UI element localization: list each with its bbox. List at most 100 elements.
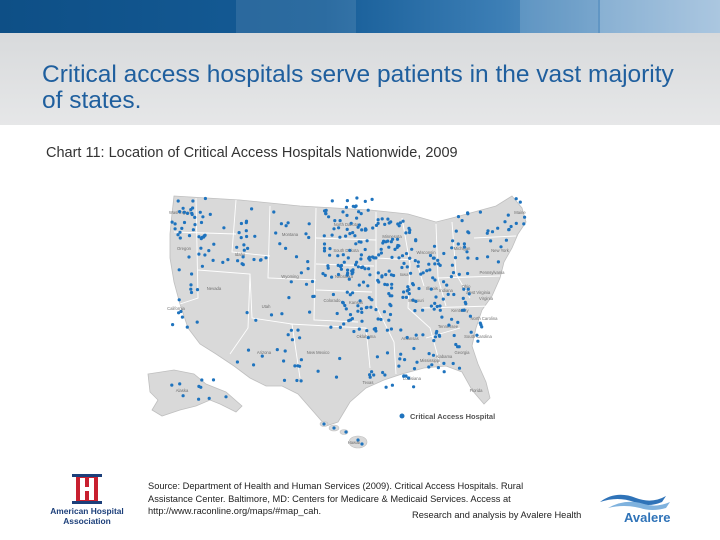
hospital-marker: [365, 329, 369, 333]
hospital-marker: [387, 269, 391, 273]
hospital-marker: [433, 335, 438, 339]
hospital-marker: [438, 334, 442, 338]
hospital-marker: [438, 263, 442, 267]
hospital-marker: [239, 236, 243, 240]
hospital-marker: [212, 242, 216, 246]
hospital-marker: [308, 310, 312, 314]
hospital-marker: [504, 238, 508, 242]
hospital-marker: [404, 295, 408, 299]
hospital-marker: [363, 227, 368, 231]
hospital-marker: [258, 258, 263, 262]
hospital-marker: [294, 255, 299, 259]
hospital-marker: [344, 234, 348, 238]
state-label: Nevada: [207, 286, 222, 291]
hospital-marker: [359, 307, 363, 311]
hospital-marker: [363, 247, 367, 252]
hospital-marker: [345, 199, 349, 203]
hospital-marker: [348, 232, 352, 236]
hospital-marker: [441, 297, 445, 301]
state-label: California: [167, 306, 185, 311]
hospital-marker: [354, 263, 358, 267]
hospital-marker: [185, 211, 190, 215]
hospital-marker: [383, 222, 387, 226]
legend-label: Critical Access Hospital: [410, 412, 495, 421]
hospital-marker: [450, 317, 454, 321]
hospital-marker: [279, 222, 283, 226]
hospital-marker: [454, 342, 458, 347]
hospital-marker: [449, 275, 453, 279]
state-label: South Dakota: [333, 248, 359, 253]
hospital-marker: [384, 385, 388, 389]
hospital-marker: [411, 298, 415, 302]
hospital-marker: [380, 274, 384, 278]
hospital-marker: [499, 245, 503, 249]
hospital-marker: [322, 422, 326, 426]
hospital-marker: [170, 383, 174, 387]
hospital-marker: [518, 200, 522, 204]
hospital-marker: [336, 263, 340, 267]
hospital-marker: [522, 222, 526, 226]
header-band: [0, 0, 720, 33]
hospital-marker: [416, 260, 420, 264]
hospital-marker: [435, 304, 439, 309]
hospital-marker: [361, 280, 366, 284]
hospital-marker: [344, 430, 348, 434]
hospital-marker: [414, 333, 418, 337]
hospital-marker: [363, 267, 367, 271]
hospital-marker: [351, 291, 355, 295]
hospital-marker: [375, 355, 379, 359]
hospital-marker: [246, 246, 250, 250]
hospital-marker: [489, 239, 493, 243]
hospital-marker: [432, 256, 436, 260]
hospital-marker: [355, 260, 359, 264]
avalere-logo: [596, 488, 682, 528]
hospital-marker: [200, 264, 204, 268]
hospital-marker: [350, 317, 354, 321]
state-label: Texas: [363, 380, 374, 385]
hospital-marker: [187, 255, 191, 259]
hospital-marker: [347, 277, 351, 281]
hospital-marker: [344, 205, 348, 209]
hospital-marker: [244, 221, 248, 225]
chart-caption: Chart 11: Location of Critical Access Ho…: [46, 145, 458, 161]
hospital-marker: [456, 320, 460, 324]
hospital-marker: [389, 327, 393, 331]
hospital-marker: [389, 304, 393, 308]
hospital-marker: [237, 231, 241, 235]
slide-title: Critical access hospitals serve patients…: [42, 61, 674, 114]
hospital-marker: [389, 220, 393, 224]
state-label: Georgia: [455, 350, 471, 355]
hospital-marker: [386, 217, 390, 221]
hospital-marker: [284, 224, 288, 228]
hospital-marker: [408, 256, 412, 260]
hospital-marker: [189, 283, 193, 287]
hospital-marker: [398, 221, 402, 225]
hospital-marker: [433, 278, 437, 282]
hospital-marker: [364, 306, 368, 310]
hospital-marker: [235, 245, 239, 249]
hospital-marker: [400, 265, 404, 270]
hospital-marker: [296, 364, 300, 368]
hospital-marker: [370, 197, 374, 201]
hospital-marker: [299, 271, 303, 275]
state-label: Nebraska: [335, 274, 354, 279]
state-label: Florida: [470, 388, 483, 393]
hospital-marker: [356, 304, 360, 308]
avalere-wave-icon: [600, 494, 670, 510]
hospital-marker: [286, 333, 290, 337]
state-label: Arizona: [257, 350, 272, 355]
hospital-marker: [339, 267, 343, 271]
hospital-marker: [332, 227, 336, 231]
hospital-marker: [201, 215, 205, 219]
hospital-marker: [211, 258, 215, 262]
hospital-marker: [322, 234, 326, 238]
hospital-marker: [321, 272, 325, 276]
hospital-marker: [412, 385, 416, 389]
legend-marker: [399, 413, 405, 419]
hospital-marker: [178, 230, 182, 234]
hospital-marker: [177, 268, 181, 272]
hospital-marker: [211, 378, 216, 382]
hospital-marker: [442, 370, 446, 374]
hospital-marker: [290, 338, 294, 342]
hospital-marker: [357, 327, 361, 331]
